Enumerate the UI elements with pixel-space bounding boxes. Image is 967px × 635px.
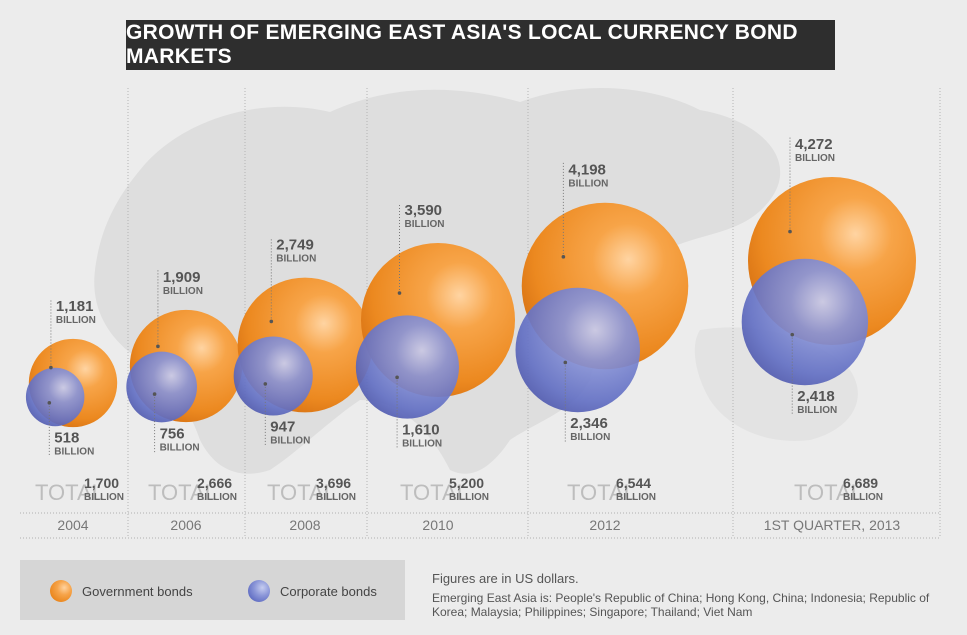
government-leader-dot: [561, 255, 566, 259]
corporate-bond-bubble: [233, 336, 313, 416]
government-value-label: 2,749: [276, 237, 314, 254]
total-label: TOTAL: [794, 480, 863, 505]
corporate-leader-dot: [263, 382, 268, 386]
total-unit-label: BILLION: [197, 492, 237, 503]
government-value-label: 4,272: [795, 136, 833, 153]
total-unit-label: BILLION: [616, 492, 656, 503]
government-unit-label: BILLION: [163, 286, 203, 297]
government-unit-label: BILLION: [276, 254, 316, 265]
category-tick-label: 2004: [57, 517, 88, 533]
government-value-label: 1,909: [163, 269, 201, 286]
legend-item-government: Government bonds: [50, 580, 193, 602]
government-unit-label: BILLION: [568, 179, 608, 190]
corporate-value-label: 947: [270, 419, 295, 436]
government-leader-dot: [788, 229, 792, 234]
corporate-leader-dot: [395, 375, 399, 380]
corporate-value-label: 756: [160, 425, 185, 442]
legend-label-corporate: Corporate bonds: [280, 583, 377, 599]
government-unit-label: BILLION: [56, 315, 96, 326]
total-label: TOTAL: [567, 480, 636, 505]
corporate-unit-label: BILLION: [402, 439, 442, 450]
corporate-leader-dot: [47, 401, 52, 405]
government-value-label: 4,198: [568, 162, 606, 179]
currency-note: Figures are in US dollars.: [432, 571, 579, 586]
corporate-bond-bubble: [355, 315, 459, 419]
government-unit-label: BILLION: [404, 219, 444, 230]
corporate-value-label: 2,346: [570, 415, 608, 432]
corporate-unit-label: BILLION: [797, 405, 837, 416]
category-tick-label: 1ST QUARTER, 2013: [764, 517, 901, 533]
corporate-bond-bubble: [25, 367, 85, 427]
total-value-label: 5,200: [449, 475, 484, 491]
total-unit-label: BILLION: [843, 492, 883, 503]
corporate-value-label: 1,610: [402, 422, 440, 439]
corporate-unit-label: BILLION: [270, 436, 310, 447]
government-leader-dot: [269, 319, 274, 324]
corporate-bond-bubble: [741, 258, 869, 386]
government-value-label: 3,590: [404, 202, 442, 219]
total-label: TOTAL: [267, 480, 336, 505]
government-leader-dot: [156, 344, 160, 349]
government-leader-dot: [397, 291, 402, 295]
government-bond-swatch-icon: [50, 580, 72, 602]
corporate-value-label: 518: [54, 429, 79, 446]
corporate-value-label: 2,418: [797, 388, 835, 405]
category-tick-label: 2006: [170, 517, 201, 533]
total-label: TOTAL: [35, 480, 104, 505]
legend-label-government: Government bonds: [82, 583, 193, 599]
corporate-bond-swatch-icon: [248, 580, 270, 602]
chart-title: GROWTH OF EMERGING EAST ASIA'S LOCAL CUR…: [126, 20, 835, 70]
legend: Government bonds Corporate bonds: [20, 560, 405, 620]
total-unit-label: BILLION: [449, 492, 489, 503]
category-tick-label: 2012: [589, 517, 620, 533]
total-value-label: 1,700: [84, 475, 119, 491]
total-label: TOTAL: [148, 480, 217, 505]
category-tick-label: 2008: [289, 517, 320, 533]
corporate-leader-dot: [152, 392, 157, 396]
government-unit-label: BILLION: [795, 153, 835, 164]
government-leader-dot: [49, 365, 53, 370]
corporate-unit-label: BILLION: [160, 442, 200, 453]
category-tick-label: 2010: [422, 517, 453, 533]
total-label: TOTAL: [400, 480, 469, 505]
region-definition-note: Emerging East Asia is: People's Republic…: [432, 591, 930, 619]
government-value-label: 1,181: [56, 298, 94, 315]
total-unit-label: BILLION: [316, 492, 356, 503]
corporate-leader-dot: [563, 360, 568, 365]
corporate-bond-bubble: [515, 287, 641, 413]
corporate-unit-label: BILLION: [570, 432, 610, 443]
total-unit-label: BILLION: [84, 492, 124, 503]
corporate-bond-bubble: [126, 351, 197, 423]
legend-item-corporate: Corporate bonds: [248, 580, 377, 602]
total-value-label: 6,689: [843, 475, 878, 491]
total-value-label: 6,544: [616, 475, 651, 491]
footnotes: Figures are in US dollars. Emerging East…: [432, 571, 952, 619]
corporate-leader-dot: [790, 332, 795, 337]
corporate-unit-label: BILLION: [54, 446, 94, 457]
total-value-label: 3,696: [316, 475, 351, 491]
total-value-label: 2,666: [197, 475, 232, 491]
